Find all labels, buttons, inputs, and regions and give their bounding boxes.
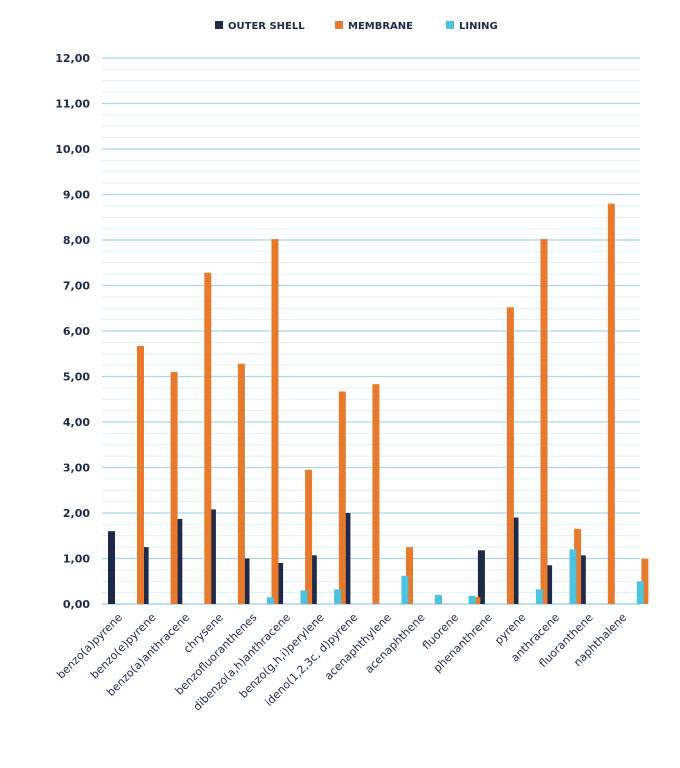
bar: [545, 565, 553, 604]
bars: [108, 203, 649, 605]
y-axis: 0,00 1,00 2,00 3,00 4,00 5,00 6,00 7,00 8,00 9,00…: [55, 52, 640, 611]
bar: [578, 555, 586, 604]
legend-swatch: [215, 21, 223, 29]
y-tick-label: 9,00: [63, 189, 90, 202]
bar: [506, 307, 514, 604]
y-tick-label: 1,00: [63, 553, 90, 566]
bar: [477, 550, 485, 604]
legend-label: OUTER SHELL: [228, 21, 305, 32]
bar: [338, 391, 346, 604]
y-tick-label: 8,00: [63, 234, 90, 247]
bar: [309, 555, 317, 604]
y-tick-label: 12,00: [55, 52, 90, 65]
bar: [108, 531, 115, 604]
y-tick-label: 7,00: [63, 280, 90, 293]
legend-swatch: [446, 21, 454, 29]
bar: [401, 575, 409, 604]
bar: [141, 547, 149, 604]
bar: [305, 469, 313, 604]
bar: [334, 589, 342, 604]
bar: [271, 239, 279, 604]
bar: [473, 597, 481, 604]
bar: [266, 597, 274, 604]
y-tick-label: 6,00: [63, 325, 90, 338]
bar: [569, 549, 577, 604]
bar: [372, 384, 380, 604]
bar: [468, 595, 476, 604]
y-tick-label: 4,00: [63, 416, 90, 429]
x-tick-label: phenanthrene: [431, 611, 495, 675]
gridlines: [102, 57, 640, 605]
y-tick-label: 11,00: [55, 98, 90, 111]
y-tick-label: 0,00: [63, 598, 90, 611]
y-tick-label: 2,00: [63, 507, 90, 520]
bar: [435, 594, 442, 604]
bar: [170, 372, 178, 604]
bar: [300, 590, 308, 604]
bar: [511, 517, 519, 604]
legend: OUTER SHELL MEMBRANE LINING: [215, 21, 498, 32]
bar: [137, 346, 144, 604]
y-tick-label: 5,00: [63, 371, 90, 384]
bar: [607, 203, 615, 604]
bar: [208, 509, 216, 604]
bar: [641, 558, 649, 604]
bar: [175, 518, 183, 604]
legend-label: LINING: [459, 21, 498, 32]
bar: [574, 528, 582, 604]
bar: [540, 239, 548, 604]
bar: [237, 363, 245, 604]
bar: [406, 547, 413, 604]
y-tick-label: 3,00: [63, 462, 90, 475]
bar: [343, 513, 351, 604]
bar: [276, 563, 284, 604]
legend-swatch: [335, 21, 343, 29]
bar: [242, 558, 250, 604]
bar: [535, 589, 543, 604]
bar: [204, 272, 212, 604]
x-axis: benzo(a)pyrenebenzo(e)pyrenebenzo(a)anth…: [54, 611, 629, 714]
x-tick-label: acenaphthene: [362, 611, 427, 676]
y-tick-label: 10,00: [55, 143, 90, 156]
bar: [636, 581, 644, 605]
legend-label: MEMBRANE: [348, 21, 413, 32]
